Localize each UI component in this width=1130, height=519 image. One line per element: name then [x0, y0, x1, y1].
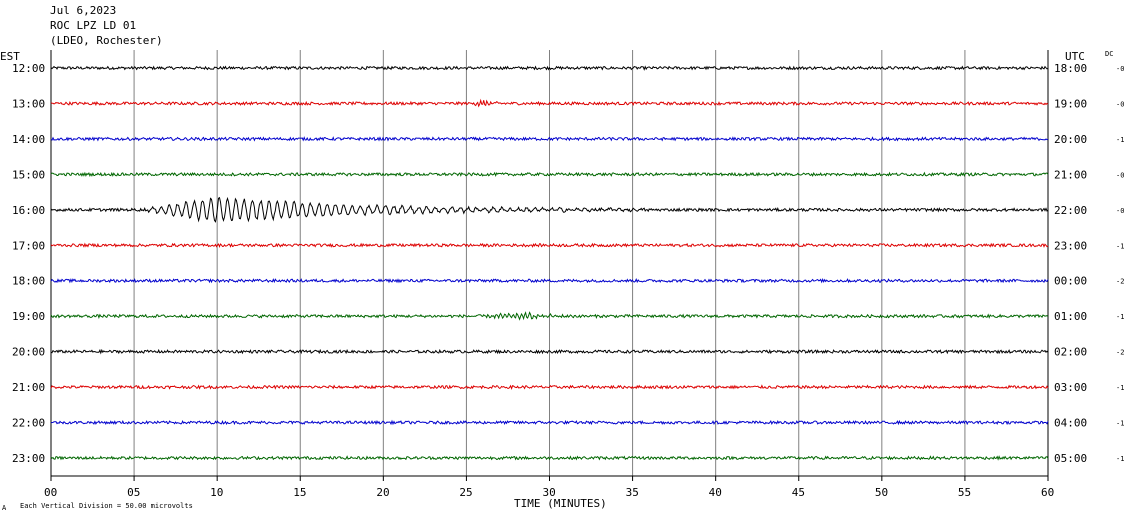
trace-2100 [50, 384, 1049, 390]
x-tick-label: 55 [958, 486, 971, 499]
x-tick-label: 25 [459, 486, 472, 499]
est-row-label: 13:00 [12, 97, 45, 110]
header-date: Jul 6,2023 [50, 4, 117, 17]
utc-row-label: 22:00 [1054, 204, 1087, 217]
dc-label: DC [1105, 50, 1113, 58]
trace-1900 [50, 311, 1049, 321]
x-tick-label: 20 [376, 486, 389, 499]
dc-offset-label: -1 [1116, 455, 1124, 463]
dc-offset-label: -0 [1116, 65, 1124, 73]
trace-2300 [50, 455, 1049, 461]
est-row-label: 23:00 [12, 452, 45, 465]
dc-offset-label: -2 [1116, 349, 1124, 357]
trace-1500 [50, 171, 1049, 178]
right-timezone-label: UTC [1065, 50, 1085, 63]
trace-1300 [50, 98, 1049, 108]
scale-footnote: Each Vertical Division = 50.00 microvolt… [20, 502, 193, 510]
utc-row-label: 19:00 [1054, 97, 1087, 110]
x-axis-ticks: 00 05 10 15 20 25 30 35 40 45 50 55 60 [44, 476, 1054, 499]
row-labels: 12:00 18:00 -0 13:00 19:00 -0 14:00 20:00 -1 15:0… [12, 62, 1124, 465]
est-row-label: 17:00 [12, 239, 45, 252]
utc-row-label: 18:00 [1054, 62, 1087, 75]
utc-row-label: 00:00 [1054, 275, 1087, 288]
trace-1700 [50, 242, 1049, 248]
minute-gridlines [50, 50, 1049, 477]
est-row-label: 21:00 [12, 381, 45, 394]
trace-1400 [50, 136, 1049, 142]
dc-offset-label: -1 [1116, 242, 1124, 250]
est-row-label: 18:00 [12, 275, 45, 288]
x-tick-label: 60 [1041, 486, 1054, 499]
est-row-label: 15:00 [12, 168, 45, 181]
header-network: (LDEO, Rochester) [50, 34, 163, 47]
x-tick-label: 15 [293, 486, 306, 499]
utc-row-label: 03:00 [1054, 381, 1087, 394]
utc-row-label: 05:00 [1054, 452, 1087, 465]
utc-row-label: 02:00 [1054, 346, 1087, 359]
est-row-label: 16:00 [12, 204, 45, 217]
x-tick-label: 50 [875, 486, 888, 499]
dc-offset-label: -1 [1116, 313, 1124, 321]
header-station: ROC LPZ LD 01 [50, 19, 137, 32]
trace-1800 [50, 278, 1049, 284]
left-timezone-label: EST [0, 50, 20, 63]
dc-offset-label: -0 [1116, 100, 1124, 108]
x-tick-label: 30 [543, 486, 556, 499]
seismic-traces [50, 65, 1049, 461]
est-row-label: 14:00 [12, 133, 45, 146]
x-tick-label: 10 [210, 486, 223, 499]
trace-1600 [50, 196, 1049, 223]
est-row-label: 19:00 [12, 310, 45, 323]
dc-offset-label: -2 [1116, 278, 1124, 286]
footnote-prefix: A [2, 504, 7, 512]
x-tick-label: 40 [709, 486, 722, 499]
dc-offset-label: -0 [1116, 171, 1124, 179]
est-row-label: 22:00 [12, 417, 45, 430]
x-axis-label: TIME (MINUTES) [514, 497, 607, 510]
utc-row-label: 01:00 [1054, 310, 1087, 323]
dc-offset-label: -1 [1116, 384, 1124, 392]
dc-offset-label: -0 [1116, 207, 1124, 215]
trace-1200 [50, 65, 1049, 71]
utc-row-label: 21:00 [1054, 168, 1087, 181]
x-tick-label: 45 [792, 486, 805, 499]
trace-2000 [50, 348, 1049, 355]
est-row-label: 20:00 [12, 346, 45, 359]
utc-row-label: 23:00 [1054, 239, 1087, 252]
utc-row-label: 04:00 [1054, 417, 1087, 430]
dc-offset-label: -1 [1116, 136, 1124, 144]
dc-offset-label: -1 [1116, 420, 1124, 428]
utc-row-label: 20:00 [1054, 133, 1087, 146]
x-tick-label: 00 [44, 486, 57, 499]
x-tick-label: 35 [626, 486, 639, 499]
est-row-label: 12:00 [12, 62, 45, 75]
x-tick-label: 05 [127, 486, 140, 499]
trace-2200 [50, 419, 1049, 426]
